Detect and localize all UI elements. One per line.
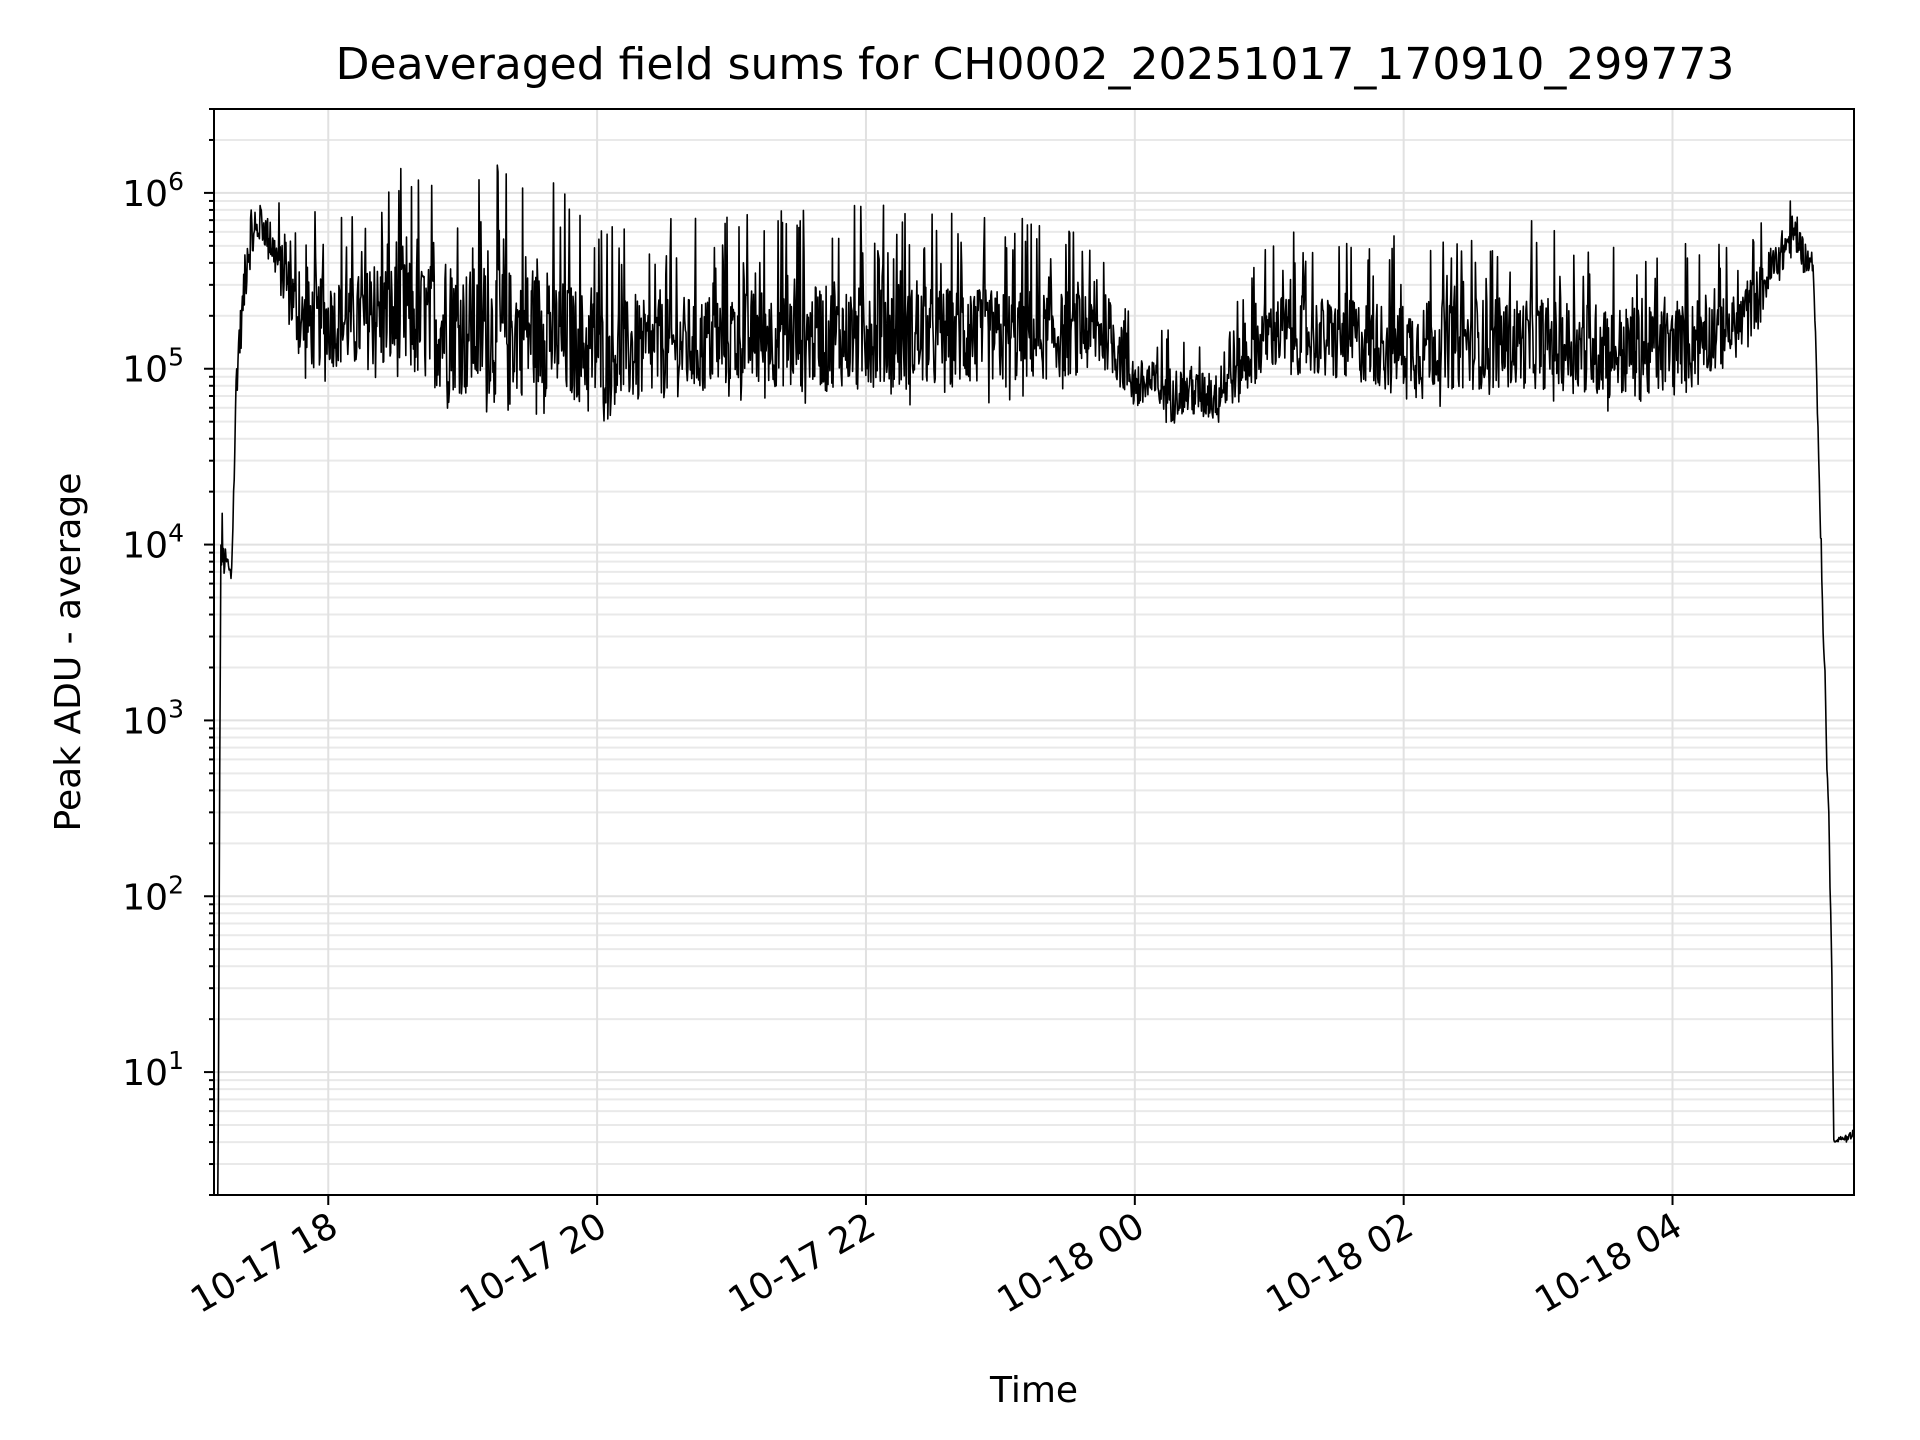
y-axis: 101 102 103 104 105 106: [122, 108, 214, 1196]
x-tick-label: 10-17 18: [184, 1205, 345, 1321]
x-tick-label: 10-17 22: [722, 1205, 883, 1321]
y-tick-label: 102: [122, 870, 184, 918]
series-line: [213, 164, 1855, 1196]
chart-title: Deaveraged field sums for CH0002_2025101…: [336, 39, 1735, 90]
y-tick-label: 104: [122, 519, 184, 567]
x-tick-label: 10-17 20: [453, 1205, 614, 1321]
y-tick-label: 101: [122, 1046, 184, 1094]
x-axis: 10-17 18 10-17 20 10-17 22 10-18 00 10-18 02…: [184, 1195, 1689, 1322]
y-axis-label: Peak ADU - average: [48, 473, 89, 832]
y-tick-label: 105: [122, 343, 184, 391]
x-tick-label: 10-18 04: [1528, 1205, 1689, 1321]
y-tick-label: 106: [122, 167, 184, 215]
x-axis-label: Time: [989, 1370, 1078, 1411]
x-tick-label: 10-18 02: [1259, 1205, 1420, 1321]
y-tick-label: 103: [122, 694, 184, 742]
x-tick-label: 10-18 00: [991, 1205, 1152, 1321]
grid: [214, 108, 1854, 1196]
plot-area-frame: [213, 108, 1855, 1196]
